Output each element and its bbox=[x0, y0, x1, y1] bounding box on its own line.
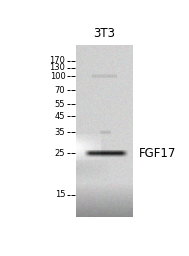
Text: 55: 55 bbox=[55, 100, 65, 109]
Text: 25: 25 bbox=[55, 149, 65, 158]
Text: 35: 35 bbox=[55, 128, 65, 137]
Text: 45: 45 bbox=[55, 112, 65, 121]
Text: 130: 130 bbox=[50, 63, 65, 72]
Text: 70: 70 bbox=[55, 86, 65, 95]
Text: 100: 100 bbox=[50, 72, 65, 81]
Text: 3T3: 3T3 bbox=[93, 27, 115, 40]
Text: FGF17: FGF17 bbox=[139, 147, 177, 160]
Text: 170: 170 bbox=[50, 56, 65, 65]
Text: 15: 15 bbox=[55, 190, 65, 199]
